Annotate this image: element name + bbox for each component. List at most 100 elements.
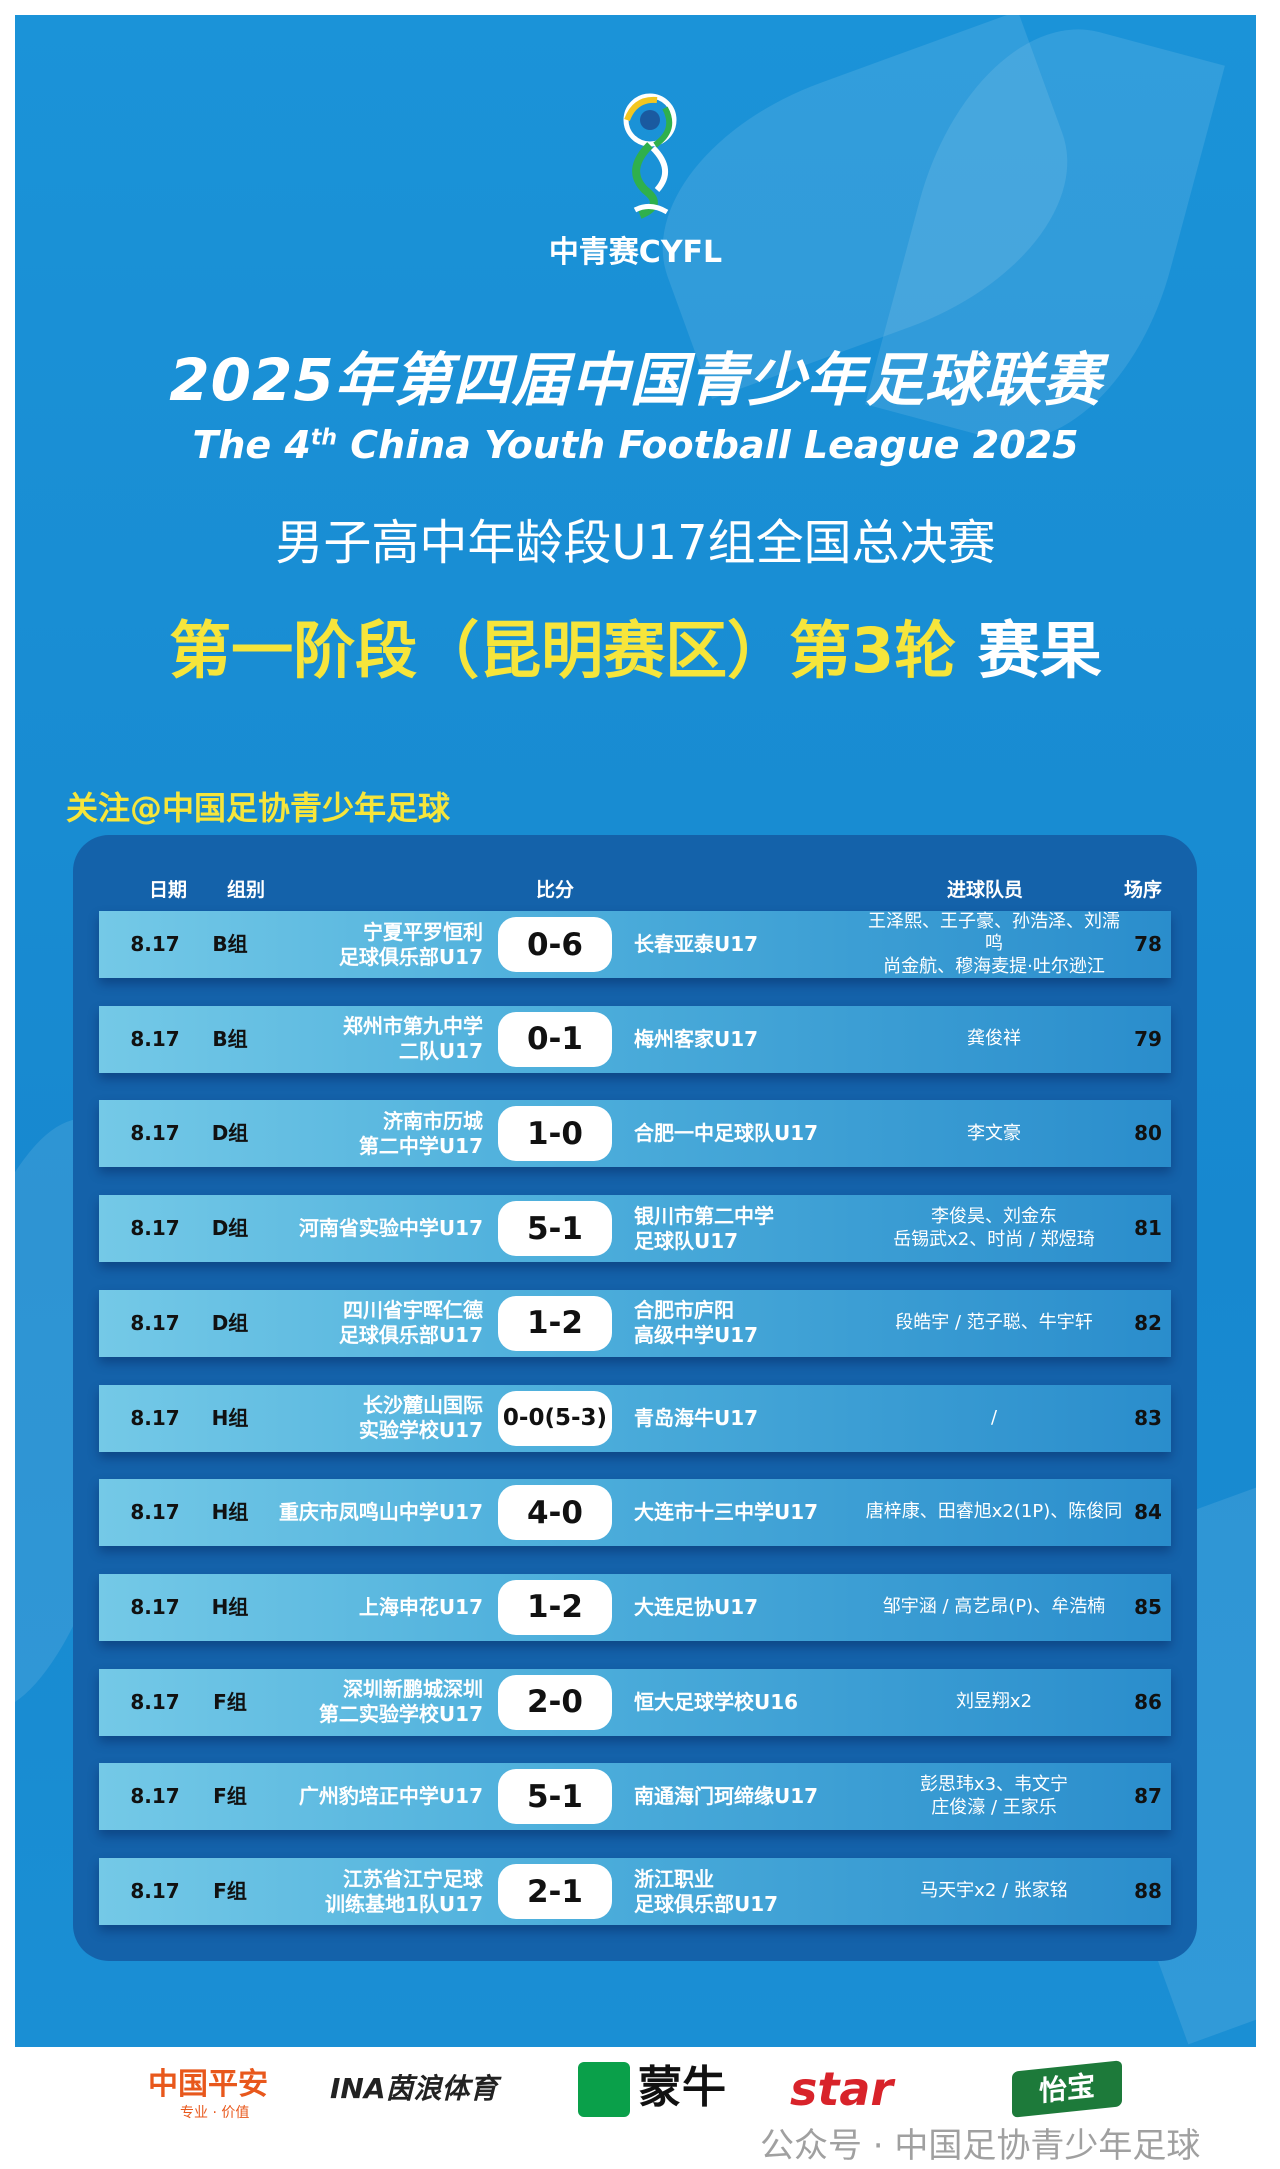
home-team: 深圳新鹏城深圳 第二实验学校U17 bbox=[249, 1669, 483, 1736]
match-number: 85 bbox=[1125, 1574, 1171, 1641]
match-number-text: 79 bbox=[1134, 1026, 1162, 1051]
scorers-text: / bbox=[990, 1406, 998, 1428]
scorers: 邹宇涵 / 高艺昂(P)、牟浩楠 bbox=[863, 1574, 1125, 1641]
group-label: F组 bbox=[195, 1858, 265, 1925]
subtitle: 男子高中年龄段U17组全国总决赛 bbox=[275, 515, 996, 571]
match-date-text: 8.17 bbox=[130, 1121, 180, 1146]
match-date: 8.17 bbox=[119, 1858, 191, 1925]
home-team-text: 深圳新鹏城深圳 第二实验学校U17 bbox=[318, 1677, 483, 1727]
title-en-post: China Youth Football League 2025 bbox=[337, 423, 1079, 467]
home-team: 四川省宇晖仁德 足球俱乐部U17 bbox=[249, 1290, 483, 1357]
match-date: 8.17 bbox=[119, 1574, 191, 1641]
group-label: B组 bbox=[195, 1006, 265, 1073]
table-row: 8.17 D组 四川省宇晖仁德 足球俱乐部U17 合肥市庐阳 高级中学U17 段皓宇 /… bbox=[99, 1289, 1171, 1357]
group-label-text: F组 bbox=[213, 1879, 247, 1903]
home-team-text: 四川省宇晖仁德 足球俱乐部U17 bbox=[338, 1298, 483, 1348]
match-number-text: 86 bbox=[1134, 1689, 1162, 1714]
col-match-no: 场序 bbox=[1123, 879, 1163, 901]
score-pill: 2-1 bbox=[498, 1864, 612, 1919]
group-label-text: D组 bbox=[211, 1216, 249, 1241]
away-team: 浙江职业 足球俱乐部U17 bbox=[634, 1858, 859, 1925]
match-date-text: 8.17 bbox=[130, 1310, 180, 1335]
home-team-text: 江苏省江宁足球 训练基地1队U17 bbox=[325, 1866, 483, 1916]
away-team-text: 恒大足球学校U16 bbox=[634, 1689, 799, 1714]
table-row: 8.17 H组 长沙麓山国际 实验学校U17 青岛海牛U17 / 83 0-0(5-3) bbox=[99, 1384, 1171, 1452]
match-number: 79 bbox=[1125, 1006, 1171, 1073]
scorers-text: 王泽熙、王子豪、孙浩泽、刘濡鸣 尚金航、穆海麦提·吐尔逊江 bbox=[868, 910, 1120, 977]
match-date: 8.17 bbox=[119, 911, 191, 978]
match-date: 8.17 bbox=[119, 1290, 191, 1357]
match-number-text: 88 bbox=[1134, 1879, 1162, 1903]
stage-text: 第一阶段（昆明赛区）第3轮 bbox=[169, 614, 957, 687]
score-pill: 1-0 bbox=[498, 1106, 612, 1162]
score-pill: 5-1 bbox=[498, 1201, 612, 1257]
group-label: H组 bbox=[195, 1479, 265, 1546]
group-label-text: H组 bbox=[211, 1594, 249, 1619]
title-en-pre: The 4 bbox=[192, 423, 311, 467]
score-pill: 5-1 bbox=[498, 1769, 612, 1825]
match-number: 82 bbox=[1125, 1290, 1171, 1357]
scorers: 王泽熙、王子豪、孙浩泽、刘濡鸣 尚金航、穆海麦提·吐尔逊江 bbox=[863, 911, 1125, 978]
match-number: 78 bbox=[1125, 911, 1171, 978]
home-team: 上海申花U17 bbox=[249, 1574, 483, 1641]
group-label-text: B组 bbox=[212, 1026, 248, 1051]
away-team-text: 青岛海牛U17 bbox=[634, 1405, 759, 1430]
match-date-text: 8.17 bbox=[130, 1500, 180, 1525]
match-date-text: 8.17 bbox=[130, 1879, 180, 1903]
table-row: 8.17 F组 江苏省江宁足球 训练基地1队U17 浙江职业 足球俱乐部U17 马天宇x… bbox=[99, 1858, 1171, 1925]
match-date: 8.17 bbox=[119, 1195, 191, 1262]
group-label-text: F组 bbox=[213, 1689, 247, 1714]
home-team-text: 长沙麓山国际 实验学校U17 bbox=[358, 1393, 483, 1442]
match-date-text: 8.17 bbox=[130, 1026, 180, 1051]
sponsor-star: star bbox=[790, 2062, 894, 2116]
match-number-text: 80 bbox=[1134, 1121, 1162, 1146]
logo-text: 中青赛CYFL bbox=[548, 235, 723, 270]
scorers: 刘昱翔x2 bbox=[863, 1669, 1125, 1736]
mengniu-logo-icon bbox=[578, 2062, 630, 2117]
away-team-text: 南通海门珂缔缘U17 bbox=[634, 1784, 819, 1809]
scorers: 马天宇x2 / 张家铭 bbox=[863, 1858, 1125, 1925]
match-date: 8.17 bbox=[119, 1385, 191, 1452]
group-label: H组 bbox=[195, 1574, 265, 1641]
away-team: 银川市第二中学 足球队U17 bbox=[634, 1195, 859, 1262]
scorers: / bbox=[863, 1385, 1125, 1452]
home-team-text: 宁夏平罗恒利 足球俱乐部U17 bbox=[338, 919, 483, 969]
score-pill: 0-1 bbox=[498, 1011, 612, 1067]
home-team: 郑州市第九中学 二队U17 bbox=[249, 1006, 483, 1073]
sponsor-bar: 中国平安 专业 · 价值 INA茵浪体育 蒙牛 star 怡宝 bbox=[0, 2054, 1280, 2124]
away-team: 梅州客家U17 bbox=[634, 1006, 859, 1073]
title-cn: 2025年第四届中国青少年足球联赛 bbox=[169, 346, 1102, 414]
match-number: 86 bbox=[1125, 1669, 1171, 1736]
home-team: 重庆市凤鸣山中学U17 bbox=[249, 1479, 483, 1546]
match-number-text: 84 bbox=[1134, 1500, 1162, 1525]
away-team-text: 梅州客家U17 bbox=[634, 1026, 759, 1051]
table-row: 8.17 F组 深圳新鹏城深圳 第二实验学校U17 恒大足球学校U16 刘昱翔x2 86 2… bbox=[99, 1668, 1171, 1736]
home-team-text: 济南市历城 第二中学U17 bbox=[358, 1108, 483, 1158]
away-team: 合肥一中足球队U17 bbox=[634, 1100, 859, 1167]
sponsor-pingan: 中国平安 bbox=[148, 2067, 268, 2102]
score-pill: 2-0 bbox=[498, 1674, 612, 1730]
scorers: 龚俊祥 bbox=[863, 1006, 1125, 1073]
match-date-text: 8.17 bbox=[130, 1405, 180, 1430]
group-label: F组 bbox=[195, 1763, 265, 1830]
away-team-text: 合肥市庐阳 高级中学U17 bbox=[634, 1298, 759, 1348]
score-pill: 0-0(5-3) bbox=[498, 1390, 612, 1446]
table-row: 8.17 D组 河南省实验中学U17 银川市第二中学 足球队U17 李俊昊、刘金东 岳锡… bbox=[99, 1195, 1171, 1263]
away-team: 合肥市庐阳 高级中学U17 bbox=[634, 1290, 859, 1357]
group-label: D组 bbox=[195, 1195, 265, 1262]
scorers: 李俊昊、刘金东 岳锡武x2、时尚 / 郑煜琦 bbox=[863, 1195, 1125, 1262]
group-label-text: H组 bbox=[211, 1405, 249, 1430]
poster-panel: 中青赛CYFL 2025年第四届中国青少年足球联赛 The 4th China … bbox=[15, 15, 1256, 2047]
scorers-text: 龚俊祥 bbox=[967, 1027, 1021, 1049]
match-number-text: 82 bbox=[1134, 1310, 1162, 1335]
home-team-text: 广州豹培正中学U17 bbox=[298, 1784, 483, 1809]
scorers-text: 马天宇x2 / 张家铭 bbox=[920, 1880, 1068, 1902]
match-date-text: 8.17 bbox=[130, 1216, 180, 1241]
scorers-text: 邹宇涵 / 高艺昂(P)、牟浩楠 bbox=[882, 1596, 1106, 1618]
table-row: 8.17 D组 济南市历城 第二中学U17 合肥一中足球队U17 李文豪 80 1-0 bbox=[99, 1100, 1171, 1168]
group-label-text: H组 bbox=[211, 1500, 249, 1525]
scorers-text: 李文豪 bbox=[967, 1122, 1021, 1144]
match-number-text: 78 bbox=[1134, 932, 1162, 956]
match-number-text: 85 bbox=[1134, 1594, 1162, 1619]
match-date: 8.17 bbox=[119, 1006, 191, 1073]
